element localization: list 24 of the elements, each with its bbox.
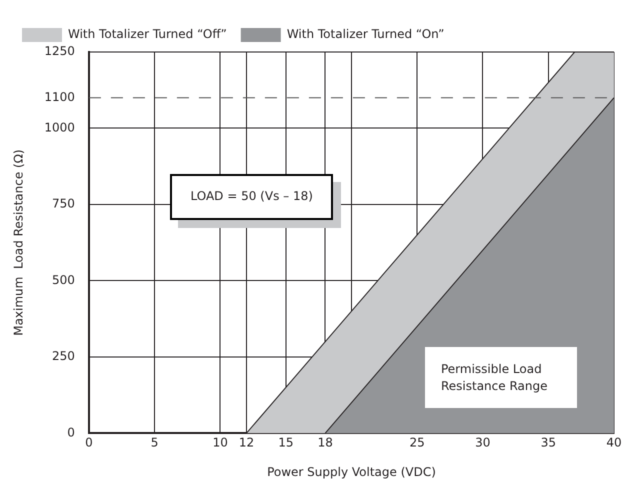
x-tick-label: 30 [475,436,490,450]
x-tick-label: 40 [606,436,622,450]
x-tick-label: 15 [278,436,294,450]
y-tick-label: 500 [52,272,75,287]
annotation: Permissible Load Resistance Range [440,360,548,395]
x-axis-title: Power Supply Voltage (VDC) [267,464,436,479]
caption-box: Permissible Load Resistance Range [424,347,578,408]
y-tick-label: 1250 [44,44,75,58]
y-tick-label: 1000 [44,120,75,134]
annotation: LOAD = 50 (Vs – 18) [190,188,313,206]
legend-label: With Totalizer Turned “On” [286,27,444,42]
y-tick-label: 250 [52,349,75,364]
x-tick-label: 0 [85,436,93,450]
y-axis-title: Maximum Load Resistance (Ω) [11,149,26,336]
x-tick-label: 5 [150,436,158,450]
x-tick-label: 25 [409,436,425,450]
y-tick-label: 1100 [44,90,75,104]
legend-label: With Totalizer Turned “Off” [68,27,227,42]
x-tick-label: 12 [238,436,254,450]
y-tick-label: 750 [52,196,75,211]
x-tick-label: 35 [540,436,556,450]
x-tick-label: 10 [212,436,228,450]
y-tick-label: 0 [67,425,75,440]
x-tick-label: 18 [318,436,333,450]
